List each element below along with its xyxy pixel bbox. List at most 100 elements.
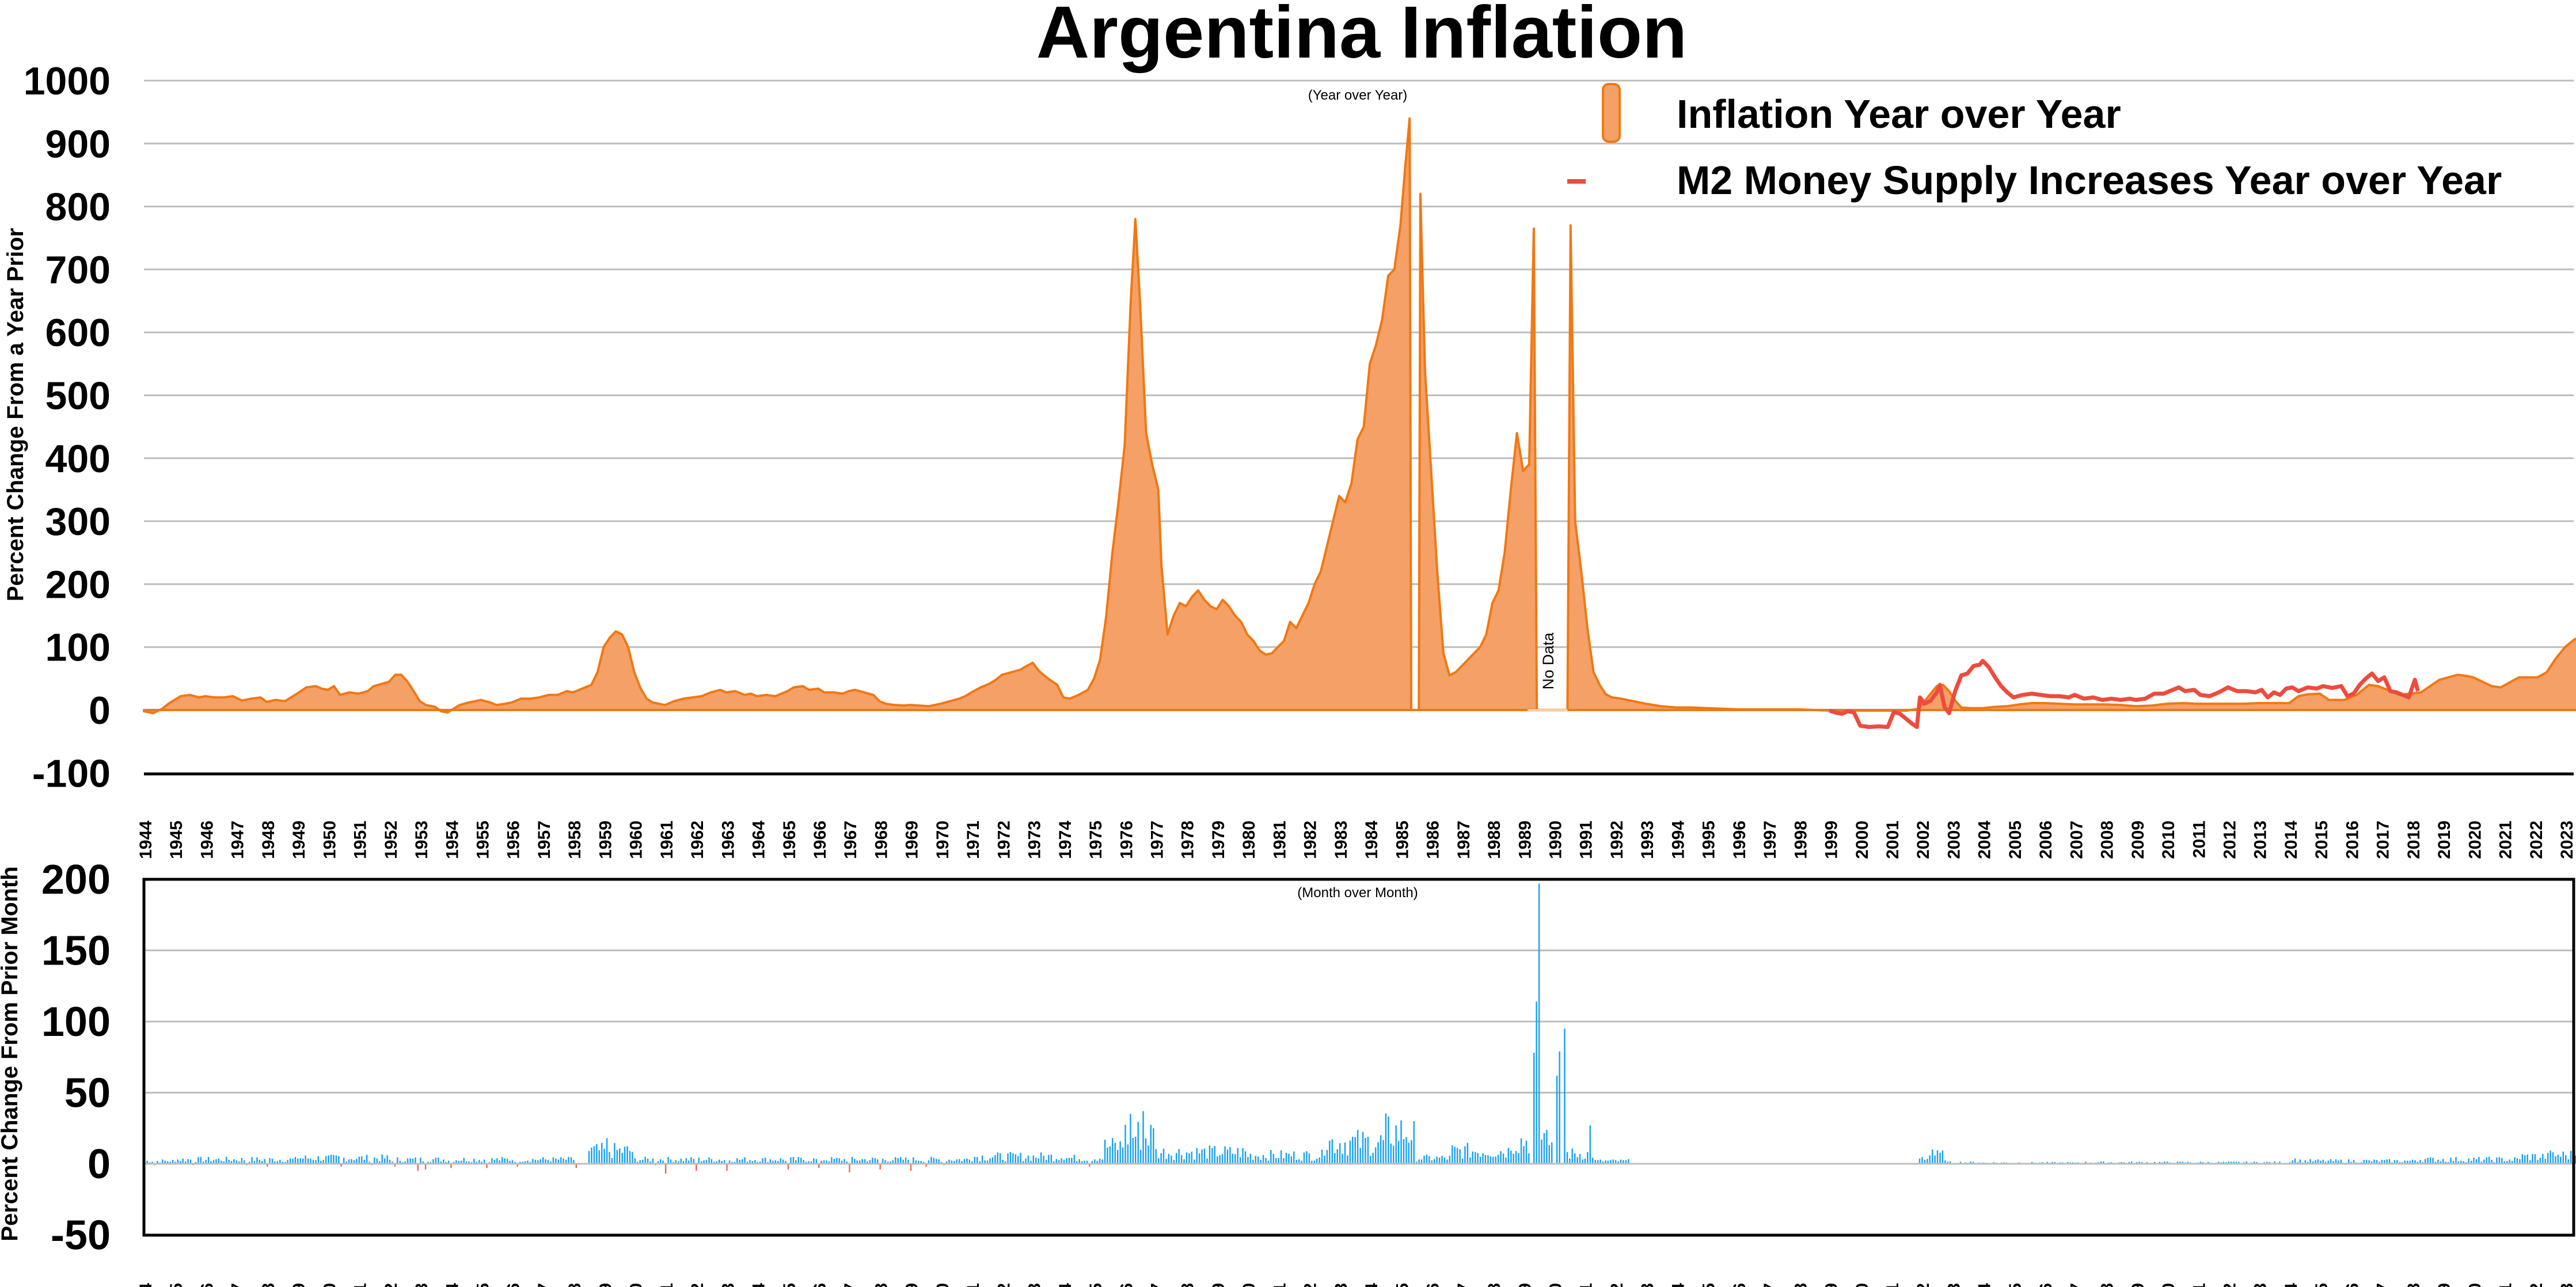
- mom-bar: [343, 1157, 345, 1164]
- mom-bar: [1158, 1158, 1160, 1164]
- x-tick-label: 2019: [2435, 1283, 2454, 1287]
- mom-bar: [177, 1159, 179, 1164]
- mom-bar: [417, 1164, 419, 1171]
- mom-bar: [2519, 1159, 2521, 1164]
- mom-bar: [2363, 1160, 2365, 1164]
- mom-bar: [282, 1161, 283, 1164]
- mom-bar: [999, 1153, 1001, 1164]
- x-tick-label: 2017: [2374, 1283, 2393, 1287]
- bottom-chart-frame: [142, 878, 2575, 1237]
- mom-bar: [1094, 1159, 1096, 1164]
- mom-bar: [2532, 1154, 2533, 1164]
- mom-bar: [1188, 1153, 1190, 1164]
- mom-bar: [496, 1158, 498, 1164]
- mom-bar: [759, 1161, 761, 1164]
- x-tick-label: 2014: [2282, 821, 2301, 859]
- mom-bar: [1446, 1159, 1448, 1164]
- x-tick-label: 1987: [1454, 821, 1473, 859]
- x-tick-label: 1956: [504, 1283, 523, 1287]
- mom-bar: [1229, 1146, 1231, 1164]
- mom-bar: [1285, 1152, 1287, 1164]
- mom-bar: [1610, 1160, 1612, 1164]
- mom-bar: [1377, 1142, 1379, 1164]
- mom-bar: [2327, 1160, 2329, 1164]
- mom-bar: [2370, 1161, 2373, 1164]
- mom-bar: [2475, 1159, 2478, 1164]
- mom-bar: [614, 1143, 615, 1164]
- mom-bar: [1272, 1153, 1275, 1164]
- mom-bar: [2350, 1161, 2352, 1164]
- mom-bar: [522, 1161, 523, 1164]
- legend-item-inflation[interactable]: Inflation Year over Year: [1602, 83, 2121, 143]
- x-tick-label: 1961: [658, 1283, 677, 1287]
- x-tick-label: 1972: [994, 1283, 1013, 1287]
- mom-bar: [573, 1160, 575, 1164]
- mom-bar: [1571, 1148, 1573, 1164]
- mom-bar: [412, 1159, 414, 1164]
- mom-bar: [2279, 1161, 2281, 1164]
- mom-bar: [376, 1158, 378, 1164]
- x-tick-label: 1983: [1332, 821, 1351, 859]
- x-tick-label: 1994: [1669, 821, 1688, 859]
- mom-bar: [1625, 1160, 1627, 1164]
- bottom-chart-bars: [144, 883, 2576, 1174]
- mom-bar: [1617, 1161, 1619, 1164]
- mom-bar: [1124, 1125, 1126, 1164]
- mom-bar: [1441, 1156, 1443, 1164]
- x-tick-label: 1978: [1179, 821, 1198, 859]
- mom-bar: [1597, 1160, 1599, 1164]
- mom-bar: [872, 1157, 873, 1164]
- mom-bar: [2332, 1161, 2334, 1164]
- mom-bar: [1232, 1153, 1234, 1164]
- chart-title: Argentina Inflation: [1036, 0, 1688, 74]
- x-tick-label: 2012: [2220, 821, 2239, 859]
- mom-bar: [1452, 1145, 1453, 1164]
- x-tick-label: 1980: [1240, 1283, 1259, 1287]
- mom-bar: [1214, 1146, 1215, 1164]
- x-tick-label: 1953: [412, 821, 431, 859]
- mom-bar: [1520, 1138, 1522, 1164]
- mom-bar: [1628, 1159, 1629, 1164]
- inflation-area-series: [143, 117, 2576, 715]
- mom-bar: [1484, 1155, 1487, 1164]
- mom-bar: [616, 1150, 618, 1164]
- mom-bar: [157, 1161, 158, 1164]
- mom-bar: [1101, 1159, 1103, 1164]
- mom-bar: [1045, 1160, 1047, 1164]
- mom-bar: [2470, 1160, 2472, 1164]
- mom-bar: [1168, 1153, 1170, 1164]
- x-tick-label: 1983: [1332, 1283, 1351, 1287]
- mom-bar: [1319, 1157, 1320, 1164]
- legend-item-m2[interactable]: M2 Money Supply Increases Year over Year: [1567, 158, 2502, 203]
- mom-bar: [1040, 1152, 1042, 1164]
- mom-bar: [930, 1157, 932, 1164]
- mom-bar: [601, 1142, 603, 1164]
- x-tick-label: 2016: [2343, 1283, 2362, 1287]
- mom-bar: [997, 1152, 998, 1164]
- mom-bar: [2550, 1150, 2551, 1164]
- mom-bar: [2388, 1159, 2391, 1164]
- bottom-chart-gridlines: [144, 950, 2574, 1165]
- mom-bar: [2521, 1154, 2524, 1164]
- mom-bar: [1196, 1148, 1198, 1164]
- mom-bar: [2419, 1160, 2421, 1164]
- x-tick-label: 1986: [1424, 821, 1443, 859]
- mom-bar: [185, 1161, 187, 1164]
- mom-bar: [2483, 1159, 2485, 1164]
- mom-bar: [2274, 1161, 2275, 1164]
- mom-bar: [328, 1155, 329, 1164]
- mom-bar: [1247, 1157, 1249, 1164]
- mom-bar: [151, 1161, 153, 1164]
- mom-bar: [1416, 1161, 1418, 1164]
- mom-bar: [971, 1161, 973, 1164]
- x-tick-label: 1993: [1638, 821, 1657, 859]
- mom-bar: [1602, 1161, 1604, 1164]
- mom-bar: [624, 1146, 626, 1164]
- mom-bar: [690, 1157, 692, 1164]
- mom-bar: [1411, 1140, 1412, 1164]
- x-tick-label: 2016: [2343, 821, 2362, 859]
- mom-bar: [305, 1155, 306, 1164]
- mom-bar: [2353, 1160, 2355, 1164]
- x-tick-label: 2020: [2465, 1283, 2484, 1287]
- x-tick-label: 2002: [1914, 821, 1933, 859]
